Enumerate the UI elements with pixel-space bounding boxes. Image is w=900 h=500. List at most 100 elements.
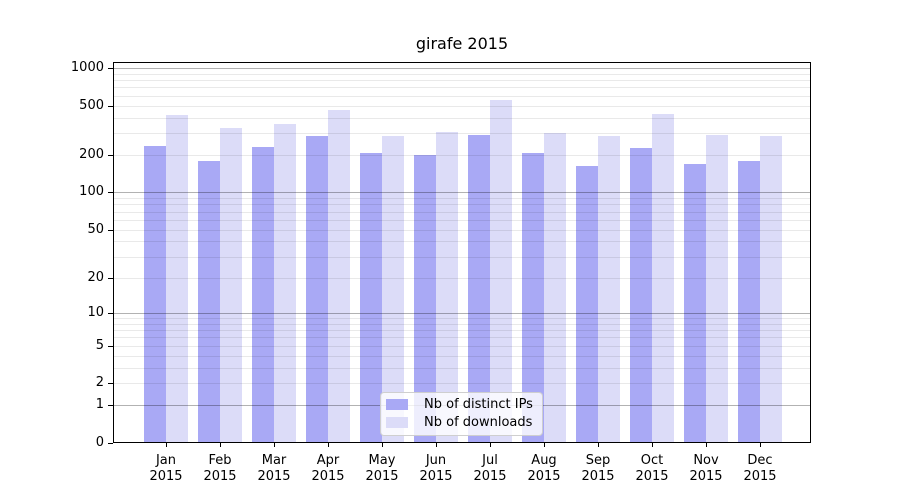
x-axis-tick-sep [598, 443, 599, 447]
bar-distinct-ips-aug [522, 152, 544, 443]
gridline-200 [113, 155, 811, 156]
x-axis-tick-mar [274, 443, 275, 447]
chart-title: girafe 2015 [415, 34, 509, 53]
gridline-400 [113, 118, 811, 119]
gridline-1000 [113, 68, 811, 69]
bar-distinct-ips-sep [576, 166, 598, 443]
gridline-60 [113, 220, 811, 221]
x-tick-label-sep: Sep 2015 [581, 453, 615, 484]
y-tick-label-200: 200 [79, 147, 104, 162]
gridline-3 [113, 368, 811, 369]
gridline-700 [113, 87, 811, 88]
y-axis-tick-200 [108, 155, 113, 156]
gridline-50 [113, 230, 811, 231]
bar-distinct-ips-may [360, 152, 382, 443]
gridline-2 [113, 383, 811, 384]
x-tick-label-jul: Jul 2015 [473, 453, 507, 484]
bar-downloads-apr [328, 110, 350, 443]
bar-downloads-may [382, 135, 404, 443]
x-tick-label-jan: Jan 2015 [149, 453, 183, 484]
gridline-800 [113, 80, 811, 81]
gridline-900 [113, 74, 811, 75]
bar-distinct-ips-oct [630, 147, 652, 443]
y-axis-tick-1 [108, 405, 113, 406]
y-axis-tick-10 [108, 313, 113, 314]
bar-distinct-ips-apr [306, 135, 328, 443]
bar-downloads-oct [652, 113, 674, 443]
gridline-500 [113, 106, 811, 107]
gridline-30 [113, 257, 811, 258]
x-axis-tick-jun [436, 443, 437, 447]
gridline-9 [113, 318, 811, 319]
x-tick-label-nov: Nov 2015 [689, 453, 723, 484]
legend-label-distinct-ips: Nb of distinct IPs [424, 397, 533, 412]
gridline-10 [113, 313, 811, 314]
bar-distinct-ips-jan [144, 146, 166, 443]
gridline-100 [113, 192, 811, 193]
y-tick-label-500: 500 [79, 98, 104, 113]
x-tick-label-apr: Apr 2015 [311, 453, 345, 484]
gridline-5 [113, 346, 811, 347]
bar-distinct-ips-jul [468, 135, 490, 443]
gridline-7 [113, 330, 811, 331]
y-axis-tick-5 [108, 346, 113, 347]
x-tick-label-aug: Aug 2015 [527, 453, 561, 484]
gridline-4 [113, 356, 811, 357]
y-tick-label-2: 2 [95, 375, 104, 390]
y-tick-label-1: 1 [95, 397, 104, 412]
y-tick-label-50: 50 [87, 222, 104, 237]
x-axis-tick-nov [706, 443, 707, 447]
x-tick-label-feb: Feb 2015 [203, 453, 237, 484]
gridline-600 [113, 96, 811, 97]
y-axis-tick-2 [108, 383, 113, 384]
x-axis-tick-feb [220, 443, 221, 447]
y-tick-label-5: 5 [95, 338, 104, 353]
plot-area [113, 62, 811, 443]
x-axis-tick-dec [760, 443, 761, 447]
y-tick-label-1000: 1000 [70, 60, 104, 75]
x-tick-label-dec: Dec 2015 [743, 453, 777, 484]
legend: Nb of distinct IPs Nb of downloads [380, 392, 543, 436]
bar-distinct-ips-dec [738, 161, 760, 443]
gridline-8 [113, 324, 811, 325]
gridline-70 [113, 212, 811, 213]
gridline-40 [113, 241, 811, 242]
bar-downloads-aug [544, 132, 566, 443]
bar-downloads-jan [166, 114, 188, 443]
bar-downloads-sep [598, 135, 620, 443]
y-axis-tick-100 [108, 192, 113, 193]
y-tick-label-10: 10 [87, 305, 104, 320]
x-axis-tick-jan [166, 443, 167, 447]
bar-downloads-jun [436, 132, 458, 443]
legend-swatch-downloads-icon [386, 417, 408, 428]
gridline-20 [113, 278, 811, 279]
x-axis-tick-apr [328, 443, 329, 447]
bar-distinct-ips-feb [198, 161, 220, 443]
bar-downloads-jul [490, 99, 512, 443]
x-tick-label-mar: Mar 2015 [257, 453, 291, 484]
bar-distinct-ips-mar [252, 147, 274, 443]
y-axis-tick-500 [108, 106, 113, 107]
x-tick-label-may: May 2015 [365, 453, 399, 484]
bar-downloads-dec [760, 135, 782, 443]
legend-item-downloads: Nb of downloads [386, 415, 533, 430]
y-axis-tick-20 [108, 278, 113, 279]
x-tick-label-oct: Oct 2015 [635, 453, 669, 484]
bar-downloads-mar [274, 124, 296, 443]
y-tick-label-100: 100 [79, 184, 104, 199]
legend-label-downloads: Nb of downloads [424, 415, 533, 430]
gridline-80 [113, 204, 811, 205]
bar-distinct-ips-nov [684, 163, 706, 443]
gridline-6 [113, 337, 811, 338]
bar-downloads-nov [706, 135, 728, 443]
legend-item-distinct-ips: Nb of distinct IPs [386, 397, 533, 412]
x-axis-tick-aug [544, 443, 545, 447]
bar-distinct-ips-jun [414, 155, 436, 443]
bar-downloads-feb [220, 127, 242, 443]
y-axis-tick-50 [108, 230, 113, 231]
legend-swatch-distinct-ips-icon [386, 399, 408, 410]
y-axis-tick-0 [108, 443, 113, 444]
gridline-300 [113, 133, 811, 134]
y-axis-tick-1000 [108, 68, 113, 69]
